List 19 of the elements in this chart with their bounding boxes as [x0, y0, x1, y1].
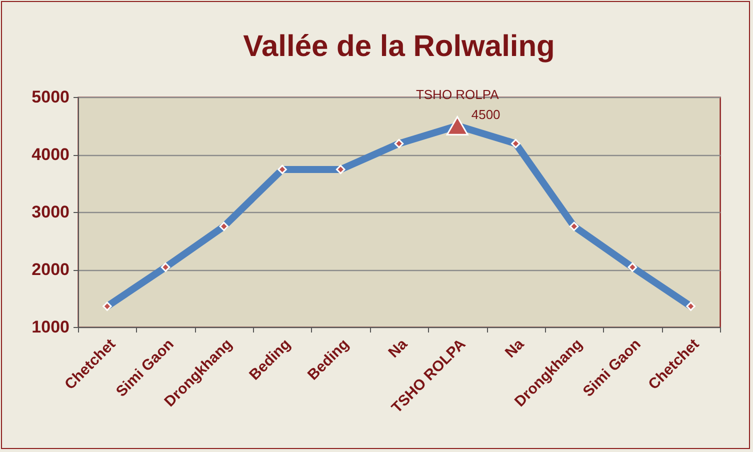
x-tick-label: Na — [385, 335, 412, 362]
y-tick-label: 1000 — [32, 318, 70, 336]
point — [628, 262, 638, 272]
point — [569, 222, 579, 231]
point — [219, 222, 229, 231]
chart-title: Vallée de la Rolwaling — [243, 30, 555, 63]
point — [394, 138, 404, 148]
data-label: 4500 — [471, 106, 500, 122]
y-tick-label: 5000 — [32, 88, 70, 106]
point — [102, 302, 112, 311]
annotation: TSHO ROLPA — [416, 86, 500, 102]
point — [336, 164, 346, 174]
y-tick-label: 3000 — [32, 202, 70, 222]
point — [160, 262, 170, 272]
point — [278, 164, 287, 174]
point — [686, 302, 696, 311]
y-tick-label: 2000 — [32, 260, 70, 279]
point — [511, 138, 520, 148]
y-tick-label: 4000 — [32, 145, 70, 164]
